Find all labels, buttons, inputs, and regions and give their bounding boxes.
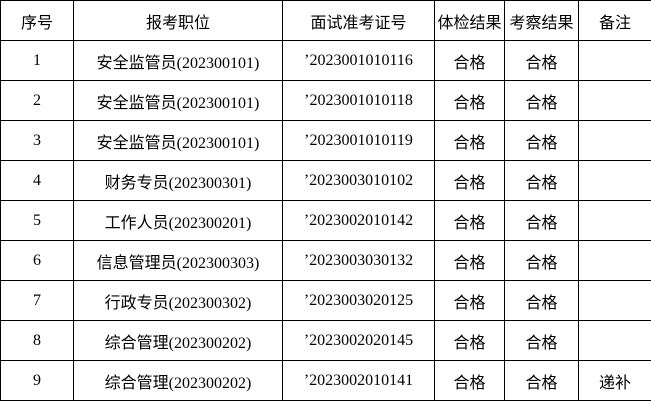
cell-index: 9 (0, 360, 74, 401)
cell-ticket-number: ’2023002010142 (282, 200, 435, 241)
cell-remarks (578, 200, 651, 241)
cell-ticket-number: ’2023002010141 (282, 360, 435, 401)
cell-ticket-number: ’2023001010116 (282, 40, 435, 81)
cell-inspection-result: 合格 (504, 120, 579, 161)
cell-inspection-result: 合格 (504, 240, 579, 281)
cell-index: 6 (0, 240, 74, 281)
table-row: 9 综合管理(202300202) ’2023002010141 合格 合格 递… (0, 360, 651, 401)
cell-remarks (578, 280, 651, 321)
cell-position: 行政专员(202300302) (73, 280, 283, 321)
cell-position: 综合管理(202300202) (73, 320, 283, 361)
cell-position: 综合管理(202300202) (73, 360, 283, 401)
cell-ticket-number: ’2023003020125 (282, 280, 435, 321)
cell-ticket-number: ’2023003010102 (282, 160, 435, 201)
cell-index: 7 (0, 280, 74, 321)
cell-physical-result: 合格 (434, 40, 505, 81)
cell-ticket-number: ’2023001010119 (282, 120, 435, 161)
cell-position: 安全监管员(202300101) (73, 40, 283, 81)
table-row: 6 信息管理员(202300303) ’2023003030132 合格 合格 (0, 240, 651, 281)
table-row: 5 工作人员(202300201) ’2023002010142 合格 合格 (0, 200, 651, 241)
table-row: 3 安全监管员(202300101) ’2023001010119 合格 合格 (0, 120, 651, 161)
col-header-position: 报考职位 (73, 0, 283, 41)
cell-index: 1 (0, 40, 74, 81)
cell-physical-result: 合格 (434, 320, 505, 361)
cell-position: 安全监管员(202300101) (73, 120, 283, 161)
cell-physical-result: 合格 (434, 280, 505, 321)
cell-position: 信息管理员(202300303) (73, 240, 283, 281)
col-header-inspection: 考察结果 (504, 0, 579, 41)
table-row: 8 综合管理(202300202) ’2023002020145 合格 合格 (0, 320, 651, 361)
cell-physical-result: 合格 (434, 160, 505, 201)
table-row: 7 行政专员(202300302) ’2023003020125 合格 合格 (0, 280, 651, 321)
cell-inspection-result: 合格 (504, 40, 579, 81)
cell-ticket-number: ’2023001010118 (282, 80, 435, 121)
cell-physical-result: 合格 (434, 360, 505, 401)
cell-ticket-number: ’2023002020145 (282, 320, 435, 361)
cell-inspection-result: 合格 (504, 360, 579, 401)
cell-inspection-result: 合格 (504, 160, 579, 201)
table-row: 1 安全监管员(202300101) ’2023001010116 合格 合格 (0, 40, 651, 81)
cell-index: 5 (0, 200, 74, 241)
col-header-physical: 体检结果 (434, 0, 505, 41)
cell-remarks (578, 320, 651, 361)
col-header-ticket: 面试准考证号 (282, 0, 435, 41)
cell-remarks: 递补 (578, 360, 651, 401)
cell-position: 安全监管员(202300101) (73, 80, 283, 121)
cell-position: 工作人员(202300201) (73, 200, 283, 241)
cell-ticket-number: ’2023003030132 (282, 240, 435, 281)
cell-remarks (578, 80, 651, 121)
table-row: 2 安全监管员(202300101) ’2023001010118 合格 合格 (0, 80, 651, 121)
cell-index: 3 (0, 120, 74, 161)
cell-inspection-result: 合格 (504, 200, 579, 241)
table-body: 1 安全监管员(202300101) ’2023001010116 合格 合格 … (0, 40, 651, 401)
cell-remarks (578, 240, 651, 281)
cell-inspection-result: 合格 (504, 80, 579, 121)
col-header-remarks: 备注 (578, 0, 651, 41)
cell-physical-result: 合格 (434, 240, 505, 281)
cell-physical-result: 合格 (434, 80, 505, 121)
cell-index: 4 (0, 160, 74, 201)
cell-remarks (578, 160, 651, 201)
table-row: 4 财务专员(202300301) ’2023003010102 合格 合格 (0, 160, 651, 201)
cell-position: 财务专员(202300301) (73, 160, 283, 201)
header-row: 序号 报考职位 面试准考证号 体检结果 考察结果 备注 (0, 0, 651, 41)
cell-remarks (578, 40, 651, 81)
cell-inspection-result: 合格 (504, 280, 579, 321)
cell-physical-result: 合格 (434, 120, 505, 161)
cell-inspection-result: 合格 (504, 320, 579, 361)
col-header-index: 序号 (0, 0, 74, 41)
cell-remarks (578, 120, 651, 161)
cell-index: 2 (0, 80, 74, 121)
cell-index: 8 (0, 320, 74, 361)
cell-physical-result: 合格 (434, 200, 505, 241)
